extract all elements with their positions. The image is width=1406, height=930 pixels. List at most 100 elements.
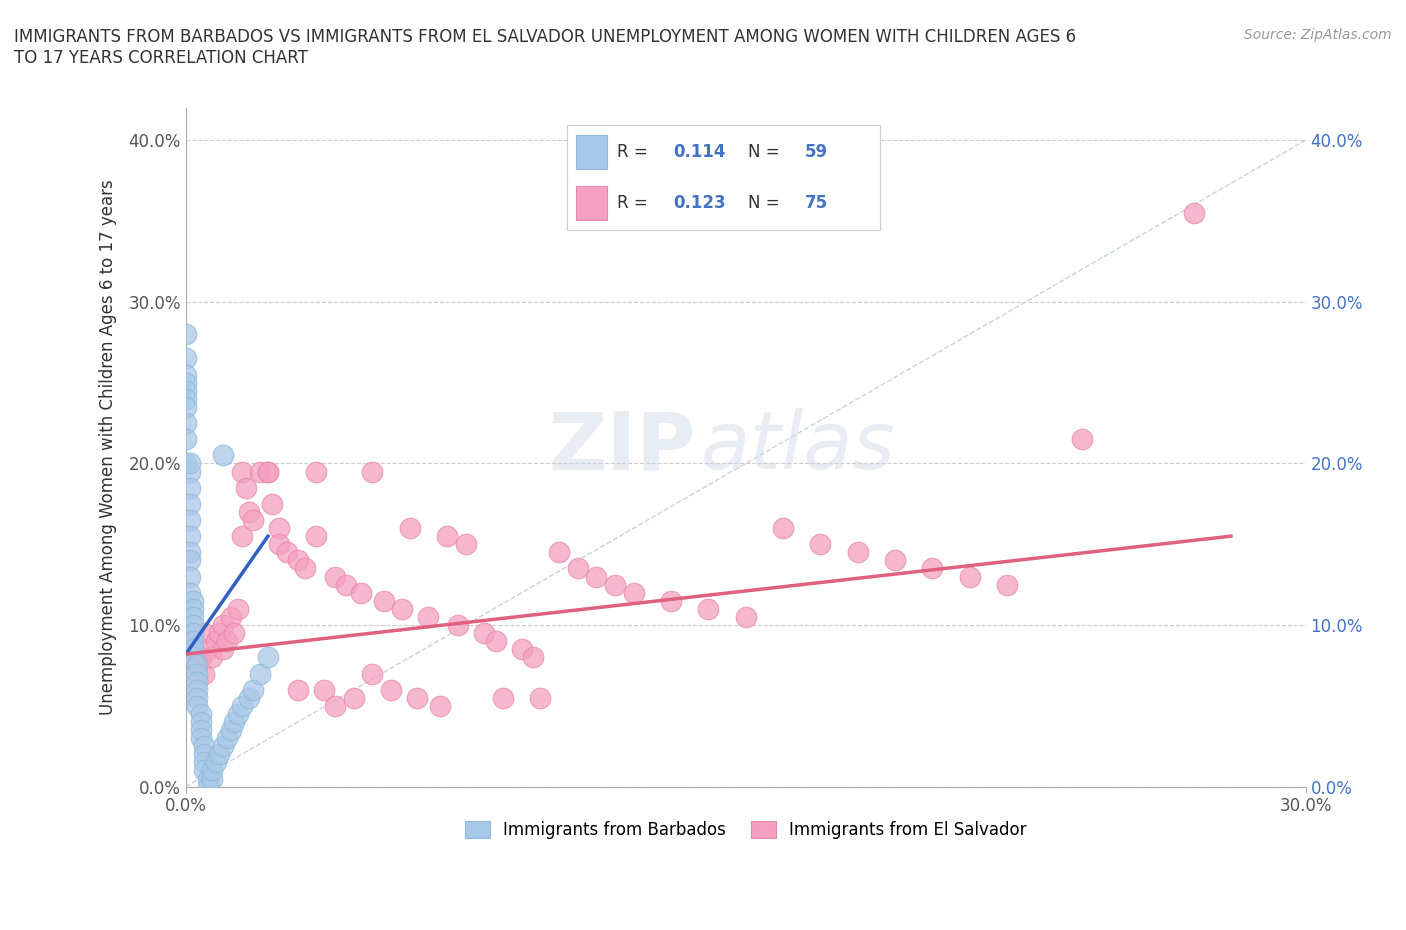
Point: [174, 456, 197, 471]
Point: [276, 545, 298, 560]
Point: [697, 602, 720, 617]
Point: [219, 609, 242, 624]
Point: [197, 779, 219, 794]
Point: [193, 763, 215, 777]
Point: [186, 698, 208, 713]
Point: [181, 642, 204, 657]
Point: [193, 755, 215, 770]
Point: [208, 626, 231, 641]
Point: [219, 723, 242, 737]
Point: [179, 553, 201, 568]
Point: [174, 400, 197, 415]
Point: [447, 618, 470, 632]
Point: [181, 609, 204, 624]
Point: [179, 585, 201, 600]
Point: [174, 383, 197, 398]
Point: [215, 731, 238, 746]
Point: [585, 569, 607, 584]
Point: [305, 529, 328, 544]
Point: [201, 650, 224, 665]
Point: [190, 731, 212, 746]
Point: [174, 351, 197, 365]
Point: [231, 698, 253, 713]
Point: [249, 666, 271, 681]
Point: [808, 537, 831, 551]
Point: [454, 537, 477, 551]
Point: [181, 642, 204, 657]
Point: [174, 367, 197, 382]
Point: [186, 690, 208, 705]
Point: [215, 633, 238, 648]
Point: [231, 529, 253, 544]
Point: [429, 698, 451, 713]
Point: [174, 392, 197, 406]
Point: [186, 683, 208, 698]
Point: [287, 683, 309, 698]
Point: [181, 626, 204, 641]
Point: [179, 633, 201, 648]
Point: [190, 707, 212, 722]
Point: [305, 464, 328, 479]
Point: [193, 626, 215, 641]
Point: [204, 755, 226, 770]
Point: [398, 521, 420, 536]
Point: [287, 553, 309, 568]
Legend: Immigrants from Barbados, Immigrants from El Salvador: Immigrants from Barbados, Immigrants fro…: [458, 815, 1033, 846]
Point: [257, 464, 280, 479]
Point: [623, 585, 645, 600]
Point: [231, 464, 253, 479]
Point: [201, 763, 224, 777]
Point: [186, 658, 208, 673]
Point: [179, 569, 201, 584]
Point: [197, 771, 219, 786]
Point: [174, 432, 197, 446]
Point: [343, 690, 366, 705]
Point: [323, 698, 346, 713]
Point: [510, 642, 533, 657]
Point: [474, 626, 496, 641]
Point: [522, 650, 544, 665]
Point: [659, 593, 682, 608]
Point: [179, 512, 201, 527]
Point: [212, 738, 235, 753]
Point: [197, 642, 219, 657]
Point: [921, 561, 943, 576]
Point: [846, 545, 869, 560]
Point: [294, 561, 316, 576]
Point: [548, 545, 571, 560]
Point: [312, 683, 335, 698]
Point: [567, 561, 589, 576]
Point: [380, 683, 402, 698]
Point: [181, 633, 204, 648]
Point: [406, 690, 429, 705]
Point: [201, 771, 224, 786]
Point: [257, 650, 280, 665]
Point: [174, 650, 197, 665]
Point: [391, 602, 413, 617]
Point: [1182, 206, 1205, 220]
Point: [179, 529, 201, 544]
Point: [484, 633, 506, 648]
Point: [884, 553, 907, 568]
Point: [186, 658, 208, 673]
Point: [190, 650, 212, 665]
Point: [361, 666, 384, 681]
Point: [260, 497, 283, 512]
Point: [174, 326, 197, 341]
Point: [418, 609, 440, 624]
Point: [190, 723, 212, 737]
Point: [1070, 432, 1092, 446]
Point: [492, 690, 515, 705]
Point: [249, 464, 271, 479]
Point: [181, 618, 204, 632]
Point: [373, 593, 395, 608]
Point: [995, 578, 1018, 592]
Point: [323, 569, 346, 584]
Point: [193, 747, 215, 762]
Point: [179, 545, 201, 560]
Point: [257, 464, 280, 479]
Point: [335, 578, 357, 592]
Text: IMMIGRANTS FROM BARBADOS VS IMMIGRANTS FROM EL SALVADOR UNEMPLOYMENT AMONG WOMEN: IMMIGRANTS FROM BARBADOS VS IMMIGRANTS F…: [14, 28, 1076, 67]
Point: [603, 578, 626, 592]
Point: [212, 642, 235, 657]
